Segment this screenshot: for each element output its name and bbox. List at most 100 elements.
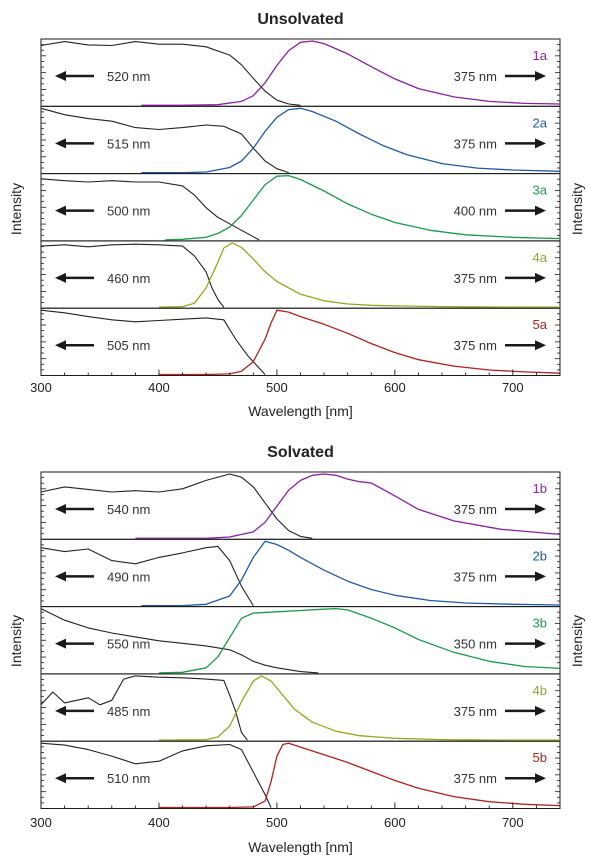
x-tick-label: 300: [30, 380, 52, 395]
panel-5b: 5b 510 nm 375 nm: [40, 740, 561, 810]
series-label: 3b: [533, 616, 547, 631]
chart-title: Unsolvated: [257, 11, 343, 28]
x-axis-label: Wavelength [nm]: [248, 403, 353, 419]
emission-curve: [135, 473, 561, 539]
emission-curve: [141, 107, 561, 174]
emission-curve: [141, 540, 561, 607]
series-label: 1b: [533, 481, 547, 496]
x-tick-label: 500: [266, 815, 288, 830]
excitation-curve: [40, 309, 266, 375]
left-arrow-icon: [55, 504, 66, 515]
emission-curve: [158, 675, 560, 741]
emission-curve: [159, 742, 561, 809]
excitation-curve: [40, 675, 248, 741]
emission-wavelength-label: 375 nm: [454, 502, 497, 517]
right-arrow-icon: [535, 773, 546, 784]
emission-wavelength-label: 375 nm: [454, 338, 497, 353]
x-tick-label: 400: [148, 815, 170, 830]
panel-2b: 2b 490 nm 375 nm: [40, 538, 561, 608]
left-arrow-icon: [55, 638, 66, 649]
excitation-wavelength-label: 490 nm: [107, 569, 150, 584]
x-tick-label: 600: [384, 380, 406, 395]
excitation-wavelength-label: 460 nm: [107, 271, 150, 286]
left-arrow-icon: [55, 138, 66, 149]
excitation-curve: [40, 608, 319, 674]
emission-wavelength-label: 375 nm: [454, 136, 497, 151]
x-axis-label: Wavelength [nm]: [248, 839, 353, 855]
panel-4a: 4a 460 nm 375 nm: [40, 240, 561, 309]
left-arrow-icon: [55, 340, 66, 351]
chart-2: Solvated Intensity Intensity 1b 540 nm 375 nm…: [8, 444, 585, 855]
emission-wavelength-label: 400 nm: [454, 204, 497, 219]
x-tick-label: 400: [148, 380, 170, 395]
left-arrow-icon: [55, 272, 66, 283]
x-tick-label: 500: [266, 380, 288, 395]
right-arrow-icon: [535, 504, 546, 515]
series-label: 5b: [533, 750, 547, 765]
right-arrow-icon: [535, 71, 546, 82]
x-tick-label: 700: [502, 380, 524, 395]
right-arrow-icon: [535, 705, 546, 716]
panel-4b: 4b 485 nm 375 nm: [40, 673, 561, 742]
series-label: 4a: [533, 250, 548, 265]
y-axis-label-left: Intensity: [8, 183, 24, 235]
x-tick-label: 600: [384, 815, 406, 830]
emission-curve: [141, 40, 561, 106]
series-label: 4b: [533, 683, 547, 698]
excitation-curve: [40, 243, 225, 308]
left-arrow-icon: [55, 71, 66, 82]
right-arrow-icon: [535, 638, 546, 649]
emission-curve: [158, 607, 561, 674]
right-arrow-icon: [535, 205, 546, 216]
excitation-curve: [40, 178, 260, 241]
panel-1b: 1b 540 nm 375 nm: [40, 471, 561, 540]
left-arrow-icon: [55, 773, 66, 784]
excitation-curve: [40, 107, 289, 174]
left-arrow-icon: [55, 205, 66, 216]
emission-wavelength-label: 350 nm: [454, 637, 497, 652]
series-label: 1a: [533, 48, 548, 63]
emission-wavelength-label: 375 nm: [454, 271, 497, 286]
emission-wavelength-label: 375 nm: [454, 69, 497, 84]
excitation-wavelength-label: 510 nm: [107, 771, 150, 786]
left-arrow-icon: [55, 571, 66, 582]
series-label: 2a: [533, 115, 548, 130]
excitation-curve: [40, 473, 313, 539]
excitation-wavelength-label: 520 nm: [107, 69, 150, 84]
series-label: 5a: [533, 317, 548, 332]
panel-5a: 5a 505 nm 375 nm: [40, 307, 561, 377]
panel-2a: 2a 515 nm 375 nm: [40, 105, 561, 175]
chart-title: Solvated: [267, 444, 334, 461]
emission-curve: [164, 174, 561, 241]
excitation-curve: [40, 41, 301, 106]
panel-3a: 3a 500 nm 400 nm: [40, 173, 561, 242]
excitation-wavelength-label: 485 nm: [107, 704, 150, 719]
right-arrow-icon: [535, 340, 546, 351]
series-label: 3a: [533, 183, 548, 198]
x-tick-label: 700: [502, 815, 524, 830]
excitation-wavelength-label: 505 nm: [107, 338, 150, 353]
y-axis-label-right: Intensity: [569, 183, 585, 235]
emission-curve: [158, 242, 560, 308]
right-arrow-icon: [535, 138, 546, 149]
emission-wavelength-label: 375 nm: [454, 704, 497, 719]
excitation-wavelength-label: 515 nm: [107, 136, 150, 151]
series-label: 2b: [533, 548, 547, 563]
emission-wavelength-label: 375 nm: [454, 569, 497, 584]
right-arrow-icon: [535, 272, 546, 283]
excitation-wavelength-label: 550 nm: [107, 637, 150, 652]
emission-wavelength-label: 375 nm: [454, 771, 497, 786]
y-axis-label-left: Intensity: [8, 615, 24, 667]
excitation-wavelength-label: 540 nm: [107, 502, 150, 517]
excitation-curve: [40, 742, 272, 808]
panel-3b: 3b 550 nm 350 nm: [40, 606, 561, 675]
excitation-curve: [40, 545, 254, 606]
panel-1a: 1a 520 nm 375 nm: [40, 38, 561, 107]
x-tick-label: 300: [30, 815, 52, 830]
chart-1: Unsolvated Intensity Intensity 1a 520 nm 375 …: [8, 11, 585, 419]
excitation-wavelength-label: 500 nm: [107, 204, 150, 219]
right-arrow-icon: [535, 571, 546, 582]
emission-curve: [159, 309, 561, 376]
y-axis-label-right: Intensity: [569, 615, 585, 667]
